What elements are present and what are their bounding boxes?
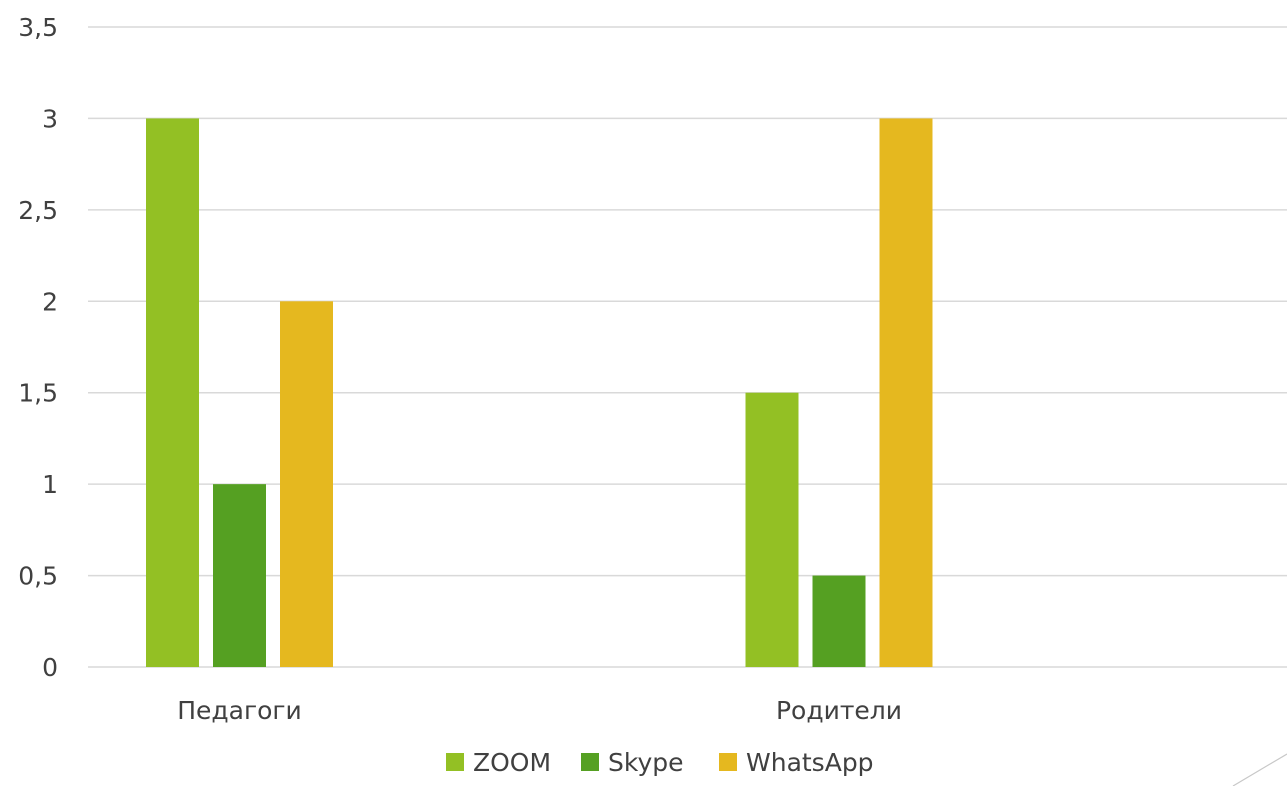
- x-axis-categories: Педагоги Родители: [177, 696, 902, 725]
- gridlines: [88, 26, 1287, 668]
- bar-whatsapp-2: [879, 118, 933, 667]
- corner-decoration: [1232, 753, 1287, 786]
- legend-label-zoom: ZOOM: [473, 748, 551, 777]
- y-tick-label: 1,5: [18, 379, 58, 408]
- y-tick-label: 0,5: [18, 562, 58, 591]
- legend: ZOOM Skype WhatsApp: [446, 748, 874, 777]
- legend-label-whatsapp: WhatsApp: [746, 748, 874, 777]
- legend-swatch-skype: [581, 753, 599, 771]
- bar-skype-1: [213, 484, 266, 667]
- y-tick-label: 3: [42, 104, 58, 133]
- y-tick-label: 2,5: [18, 196, 58, 225]
- bar-skype-2: [812, 575, 866, 667]
- bar-whatsapp-1: [280, 301, 333, 667]
- legend-swatch-zoom: [446, 753, 464, 771]
- x-category-label: Педагоги: [177, 696, 302, 725]
- y-tick-label: 0: [42, 653, 58, 682]
- y-tick-label: 1: [42, 470, 58, 499]
- legend-swatch-whatsapp: [719, 753, 737, 771]
- y-tick-label: 3,5: [18, 13, 58, 42]
- bar-zoom-2: [745, 392, 799, 667]
- x-category-label: Родители: [776, 696, 902, 725]
- bars: [146, 118, 933, 667]
- y-tick-label: 2: [42, 287, 58, 316]
- y-axis-ticks: 0 0,5 1 1,5 2 2,5 3 3,5: [18, 13, 58, 682]
- bar-zoom-1: [146, 118, 199, 667]
- legend-label-skype: Skype: [608, 748, 684, 777]
